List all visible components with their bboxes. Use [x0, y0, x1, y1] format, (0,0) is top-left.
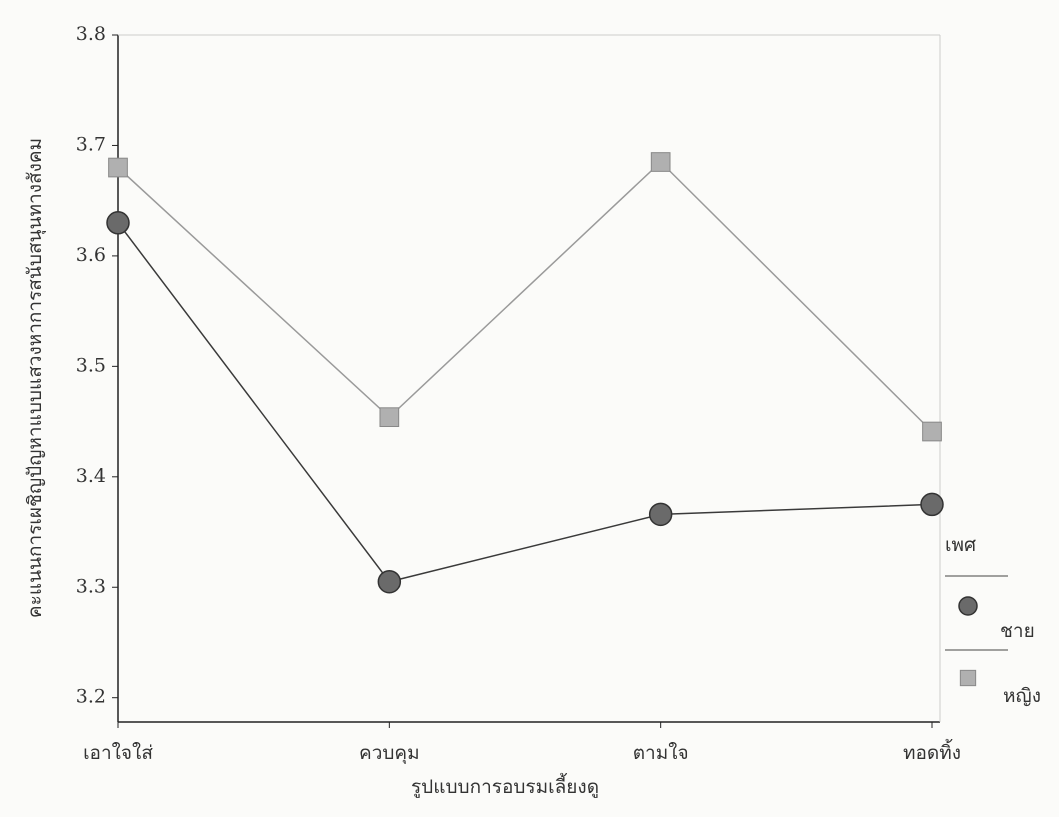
x-tick-label: ตามใจ: [633, 742, 689, 764]
point: [920, 492, 944, 517]
legend-marker: [959, 669, 977, 687]
y-tick-label: 3.7: [76, 133, 106, 155]
series-line: [117, 160, 933, 433]
x-tick-label: เอาใจใส่: [83, 742, 153, 764]
legend-label: หญิง: [1003, 685, 1041, 707]
point: [648, 502, 673, 527]
legend-marker: [958, 596, 978, 616]
point: [379, 407, 400, 428]
y-tick-label: 3.2: [76, 686, 106, 708]
x-axis-label: รูปแบบการอบรมเลี้ยงดู: [411, 773, 599, 798]
y-tick-label: 3.4: [76, 465, 106, 487]
legend-label: ชาย: [1000, 620, 1035, 642]
y-tick-label: 3.5: [76, 354, 106, 376]
series-line: [117, 222, 933, 583]
point: [108, 157, 128, 178]
point: [922, 421, 942, 442]
x-tick-label: ควบคุม: [359, 742, 420, 765]
y-tick-label: 3.8: [76, 23, 106, 45]
x-tick-label: ทอดทิ้ง: [903, 739, 961, 764]
y-tick-label: 3.3: [76, 575, 106, 597]
y-axis-label: คะแนนการเผชิญปัญหาแบบแสวงหาการสนับสนุนทา…: [24, 138, 47, 618]
y-tick-label: 3.6: [76, 244, 106, 266]
point: [106, 211, 130, 235]
legend-title: เพศ: [945, 534, 976, 556]
point: [377, 569, 402, 594]
point: [650, 152, 671, 172]
